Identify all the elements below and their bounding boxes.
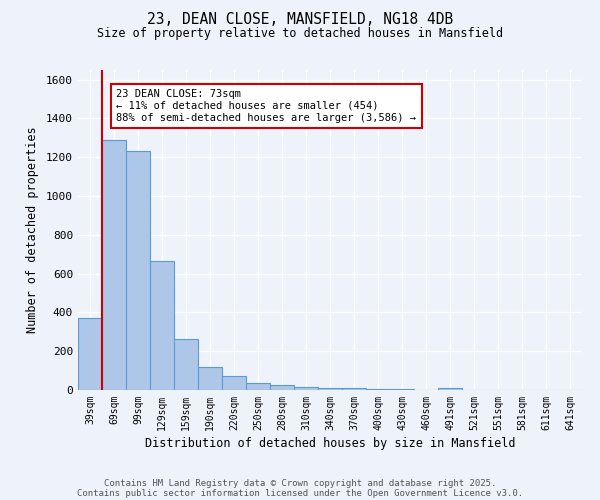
Text: Contains public sector information licensed under the Open Government Licence v3: Contains public sector information licen…	[77, 488, 523, 498]
Bar	[342, 388, 366, 390]
Bar	[102, 140, 126, 390]
Bar	[150, 261, 174, 390]
Bar	[294, 386, 318, 390]
Bar	[366, 389, 390, 390]
Bar	[78, 318, 102, 390]
X-axis label: Distribution of detached houses by size in Mansfield: Distribution of detached houses by size …	[145, 437, 515, 450]
Bar	[438, 388, 462, 390]
Text: 23, DEAN CLOSE, MANSFIELD, NG18 4DB: 23, DEAN CLOSE, MANSFIELD, NG18 4DB	[147, 12, 453, 28]
Bar	[270, 384, 294, 390]
Bar	[126, 152, 150, 390]
Y-axis label: Number of detached properties: Number of detached properties	[26, 126, 39, 334]
Bar	[198, 366, 222, 390]
Bar	[222, 376, 246, 390]
Text: Contains HM Land Registry data © Crown copyright and database right 2025.: Contains HM Land Registry data © Crown c…	[104, 478, 496, 488]
Text: 23 DEAN CLOSE: 73sqm
← 11% of detached houses are smaller (454)
88% of semi-deta: 23 DEAN CLOSE: 73sqm ← 11% of detached h…	[116, 90, 416, 122]
Text: Size of property relative to detached houses in Mansfield: Size of property relative to detached ho…	[97, 28, 503, 40]
Bar	[174, 338, 198, 390]
Bar	[318, 388, 342, 390]
Bar	[246, 382, 270, 390]
